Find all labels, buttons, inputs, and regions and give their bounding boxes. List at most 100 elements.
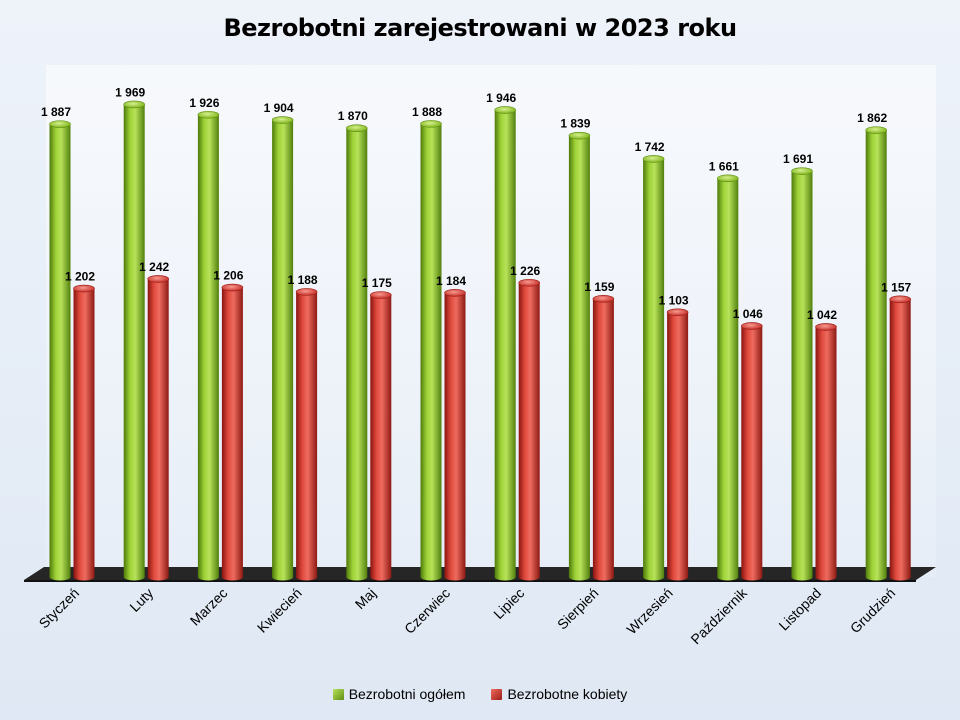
value-label-bezrobotni-ogolem-wrzesien: 1 742 — [635, 140, 665, 154]
value-label-bezrobotni-ogolem-lipiec: 1 946 — [486, 91, 516, 105]
bar-body — [147, 278, 169, 577]
value-label-bezrobotne-kobiety-lipiec: 1 226 — [510, 264, 540, 278]
bar-cap — [295, 288, 318, 296]
bar-base — [73, 573, 95, 581]
bar-cap — [815, 323, 837, 331]
bar-bezrobotne-kobiety-grudzien — [889, 295, 912, 581]
bar-base — [791, 573, 813, 581]
value-label-bezrobotni-ogolem-czerwiec: 1 888 — [412, 105, 442, 119]
x-tick-label-styczen: Styczeń — [36, 585, 83, 632]
bar-bezrobotni-ogolem-styczen — [49, 120, 71, 581]
legend-label-bezrobotni-ogolem: Bezrobotni ogółem — [348, 686, 466, 702]
legend-entry-bezrobotne-kobiety: Bezrobotne kobiety — [491, 686, 627, 702]
bar-cap — [221, 283, 244, 292]
bar-base — [592, 573, 614, 581]
value-label-bezrobotni-ogolem-kwiecien: 1 904 — [264, 101, 294, 115]
bar-base — [643, 573, 665, 581]
x-tick-label-lipiec: Lipiec — [490, 585, 527, 622]
x-tick-label-luty: Luty — [126, 585, 156, 615]
bar-bezrobotne-kobiety-wrzesien — [666, 308, 689, 581]
bar-cap — [518, 278, 541, 287]
bar-bezrobotni-ogolem-marzec — [197, 110, 220, 581]
x-tick-label-marzec: Marzec — [187, 585, 231, 629]
bar-body — [592, 298, 614, 577]
bar-bezrobotni-ogolem-lipiec — [494, 106, 517, 581]
chart-back-wall-panel — [46, 65, 936, 577]
value-label-bezrobotne-kobiety-grudzien: 1 157 — [881, 280, 911, 294]
bar-body — [717, 178, 739, 578]
value-label-bezrobotne-kobiety-styczen: 1 202 — [65, 270, 95, 284]
chart-title: Bezrobotni zarejestrowani w 2023 roku — [223, 14, 737, 42]
bar-base — [741, 573, 763, 581]
x-tick-label-pazdziernik: Październik — [687, 584, 750, 647]
bar-base — [197, 573, 219, 581]
bar-body — [123, 104, 145, 577]
bar-base — [123, 573, 145, 581]
bar-base — [272, 573, 294, 581]
bar-cap — [716, 174, 739, 183]
bar-bezrobotne-kobiety-luty — [147, 275, 169, 581]
bar-body — [889, 299, 911, 577]
bar-cap — [666, 308, 689, 317]
bar-bezrobotni-ogolem-listopad — [791, 167, 813, 581]
bar-bezrobotne-kobiety-kwiecien — [295, 288, 318, 581]
value-label-bezrobotne-kobiety-marzec: 1 206 — [213, 269, 243, 283]
bar-body — [791, 171, 813, 577]
bar-base — [494, 573, 516, 581]
value-label-bezrobotne-kobiety-maj: 1 175 — [362, 276, 392, 290]
value-labels: 1 887 1 202 1 969 1 242 1 926 1 206 1 904 1 188… — [41, 85, 912, 321]
bar-bezrobotne-kobiety-styczen — [73, 284, 95, 581]
bar-body — [518, 282, 540, 577]
legend-swatch-green — [332, 688, 344, 700]
bar-cap — [73, 284, 95, 293]
bar-base — [147, 573, 169, 581]
bar-body — [667, 312, 689, 577]
bar-base — [444, 573, 466, 581]
legend-entry-bezrobotni-ogolem: Bezrobotni ogółem — [332, 686, 466, 702]
legend-swatch-red — [491, 688, 503, 700]
bar-base — [865, 573, 887, 581]
bar-base — [815, 573, 837, 581]
x-tick-label-wrzesien: Wrzesień — [623, 585, 675, 637]
bar-cap — [147, 275, 169, 283]
value-label-bezrobotni-ogolem-luty: 1 969 — [115, 85, 145, 99]
bar-base — [49, 573, 71, 581]
bar-base — [346, 573, 368, 581]
bar-base — [568, 573, 590, 581]
bar-body — [741, 325, 763, 577]
bar-bezrobotne-kobiety-listopad — [815, 323, 837, 581]
bar-bezrobotni-ogolem-maj — [345, 124, 368, 581]
bar-base — [889, 573, 911, 581]
value-label-bezrobotne-kobiety-pazdziernik: 1 046 — [733, 307, 763, 321]
bar-bezrobotni-ogolem-czerwiec — [420, 120, 442, 581]
bar-base — [221, 573, 243, 581]
bar-cap — [740, 322, 763, 330]
bar-bezrobotni-ogolem-luty — [123, 100, 145, 581]
bar-bezrobotni-ogolem-kwiecien — [271, 116, 294, 581]
value-label-bezrobotni-ogolem-maj: 1 870 — [338, 109, 368, 123]
bar-cap — [444, 289, 466, 297]
value-label-bezrobotne-kobiety-listopad: 1 042 — [807, 308, 837, 322]
bar-cap — [791, 167, 813, 175]
bar-body — [444, 292, 466, 577]
value-label-bezrobotne-kobiety-kwiecien: 1 188 — [288, 273, 318, 287]
x-tick-label-maj: Maj — [352, 585, 379, 612]
value-label-bezrobotni-ogolem-grudzien: 1 862 — [857, 111, 887, 125]
bar-cap — [271, 116, 294, 124]
bar-cap — [642, 155, 665, 163]
x-tick-label-listopad: Listopad — [775, 585, 824, 634]
x-tick-label-sierpien: Sierpień — [554, 585, 602, 633]
bar-cap — [494, 106, 517, 114]
bar-bezrobotne-kobiety-sierpien — [592, 295, 615, 581]
x-tick-label-kwiecien: Kwiecień — [254, 585, 305, 636]
bar-bezrobotni-ogolem-sierpien — [568, 131, 591, 581]
bar-bezrobotni-ogolem-pazdziernik — [716, 174, 739, 581]
bar-base — [296, 573, 318, 581]
bar-base — [717, 573, 739, 581]
bar-bezrobotne-kobiety-lipiec — [518, 278, 541, 581]
bar-body — [815, 326, 837, 577]
bar-cap — [889, 295, 912, 304]
bar-body — [865, 130, 887, 577]
